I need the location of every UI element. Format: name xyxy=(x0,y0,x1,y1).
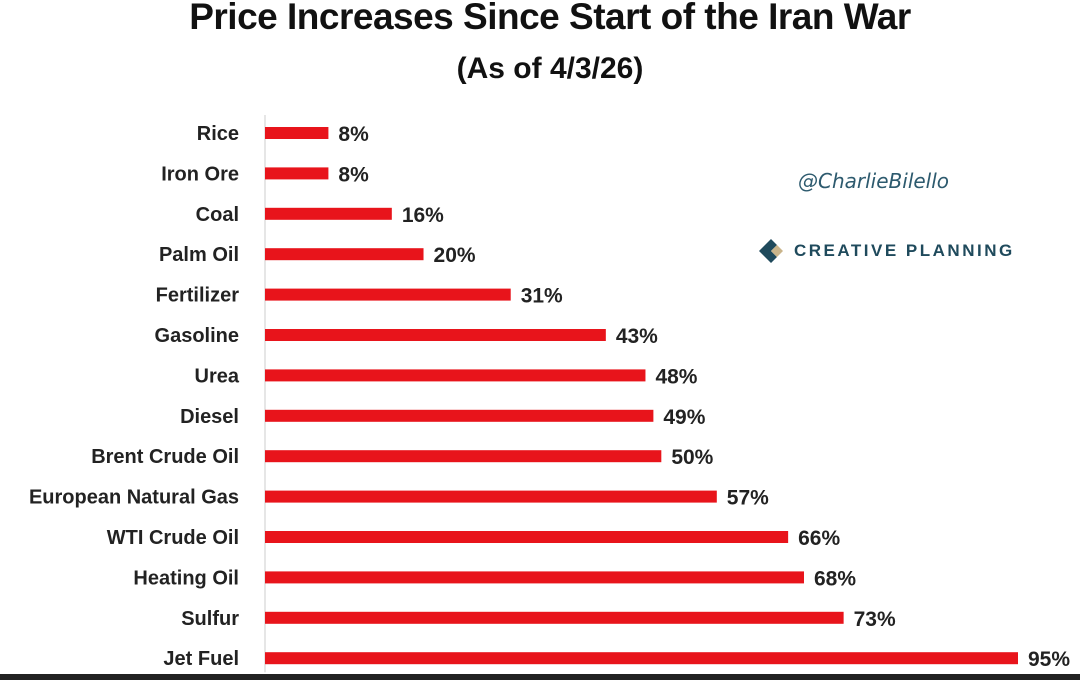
category-label: Jet Fuel xyxy=(163,648,239,670)
category-label: Coal xyxy=(196,204,239,226)
bar xyxy=(265,167,329,180)
category-label: Gasoline xyxy=(155,325,239,347)
bar xyxy=(265,490,717,503)
bar xyxy=(265,611,844,624)
data-label: 68% xyxy=(814,567,856,590)
company-name: CREATIVE PLANNING xyxy=(794,241,1015,260)
category-label: Fertilizer xyxy=(156,285,240,307)
bar xyxy=(265,531,789,543)
data-label: 16% xyxy=(402,204,444,227)
data-label: 31% xyxy=(521,285,563,308)
author-handle: @CharlieBilello xyxy=(798,169,950,193)
bar xyxy=(265,288,511,301)
category-label: Heating Oil xyxy=(133,567,239,589)
category-label: Diesel xyxy=(180,406,239,428)
bar xyxy=(265,207,392,220)
data-label: 66% xyxy=(798,527,840,550)
creative-planning-logo-icon xyxy=(759,239,783,263)
bar xyxy=(265,369,646,382)
bar xyxy=(265,652,1018,665)
data-label: 57% xyxy=(727,487,769,510)
category-label: Rice xyxy=(197,123,239,145)
category-label: Iron Ore xyxy=(161,163,239,185)
category-label: WTI Crude Oil xyxy=(107,527,239,549)
data-label: 43% xyxy=(616,325,658,348)
data-label: 8% xyxy=(338,163,369,186)
bar xyxy=(265,248,424,261)
brand-logo: CREATIVE PLANNING xyxy=(758,238,1015,264)
bar xyxy=(265,450,662,463)
chart-title: Price Increases Since Start of the Iran … xyxy=(189,0,911,37)
data-label: 49% xyxy=(663,406,705,429)
category-label: Sulfur xyxy=(181,608,239,630)
data-label: 48% xyxy=(655,365,697,388)
bar xyxy=(265,571,804,584)
data-label: 20% xyxy=(434,244,476,267)
bar xyxy=(265,409,654,422)
data-label: 95% xyxy=(1028,648,1070,671)
category-label: European Natural Gas xyxy=(29,487,239,509)
bottom-edge xyxy=(0,674,1080,680)
data-label: 73% xyxy=(854,608,896,631)
category-label: Urea xyxy=(195,365,240,387)
category-label: Brent Crude Oil xyxy=(91,446,239,468)
chart-subtitle: (As of 4/3/26) xyxy=(456,52,644,85)
data-label: 8% xyxy=(338,123,369,146)
bar xyxy=(265,127,329,139)
data-label: 50% xyxy=(671,446,713,469)
bar xyxy=(265,329,606,341)
category-label: Palm Oil xyxy=(159,244,239,266)
